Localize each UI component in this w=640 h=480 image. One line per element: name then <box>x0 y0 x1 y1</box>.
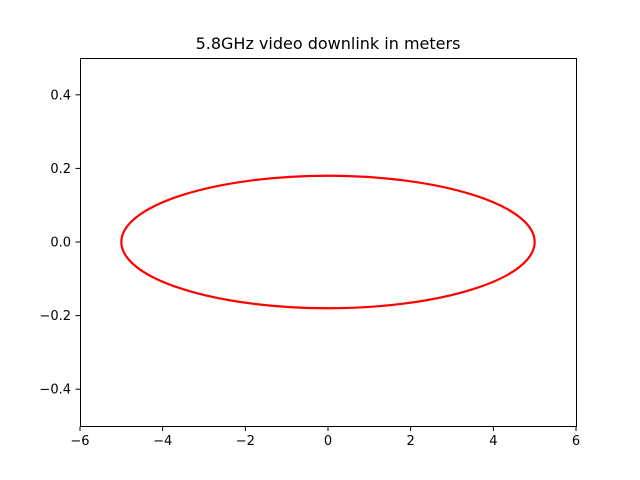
x-tick-label: 2 <box>407 434 415 449</box>
x-tick-label: −4 <box>153 434 172 449</box>
x-axis: −6 −4 −2 0 2 4 6 <box>70 426 580 449</box>
x-tick-label: 6 <box>572 434 580 449</box>
y-tick-label: −0.4 <box>39 383 71 398</box>
y-tick-label: 0.4 <box>50 88 71 103</box>
y-tick-label: 0.0 <box>50 236 71 251</box>
y-tick-label: −0.2 <box>39 309 71 324</box>
x-tick-label: 0 <box>324 434 332 449</box>
y-tick-label: 0.2 <box>50 162 71 177</box>
x-tick-label: −2 <box>236 434 255 449</box>
x-tick-label: −6 <box>70 434 89 449</box>
plot-area <box>120 174 536 310</box>
x-tick-label: 4 <box>489 434 497 449</box>
y-axis: −0.4 −0.2 0.0 0.2 0.4 <box>39 88 81 398</box>
chart-title: 5.8GHz video downlink in meters <box>196 34 461 53</box>
series-0-ellipse <box>120 174 536 310</box>
